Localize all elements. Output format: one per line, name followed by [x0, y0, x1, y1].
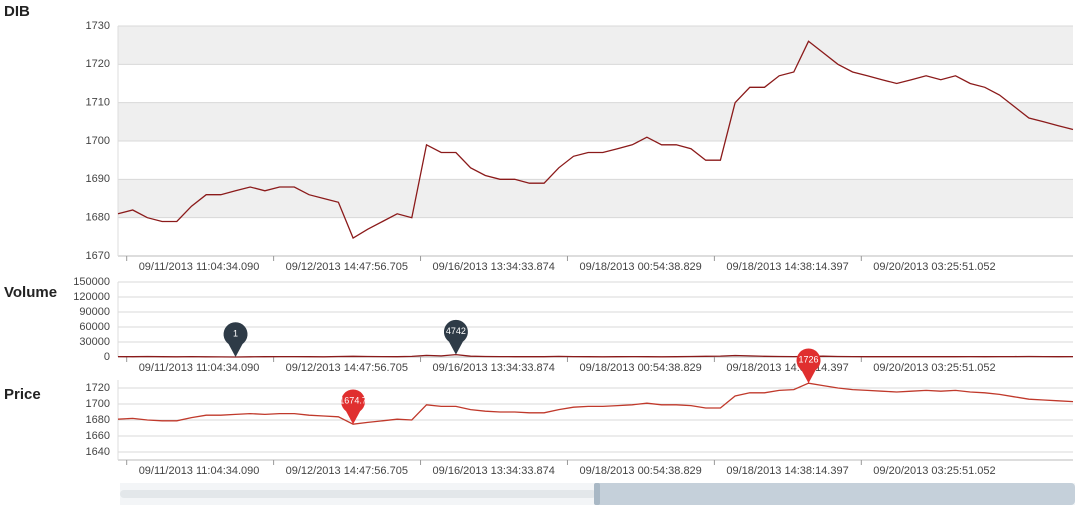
x-tick-label: 09/16/2013 13:34:33.874 [433, 261, 555, 273]
navigator-left [120, 490, 596, 498]
y-tick-label: 1670 [86, 250, 110, 262]
y-tick-label: 1680 [86, 414, 110, 426]
chart-title: DIB [4, 3, 30, 20]
x-tick-label: 09/18/2013 14:38:14.397 [726, 261, 848, 273]
x-tick-label: 09/18/2013 14:38:14.397 [726, 465, 848, 477]
x-tick-label: 09/12/2013 14:47:56.705 [286, 261, 408, 273]
pin-marker [796, 348, 821, 384]
pin: 4742 [443, 319, 468, 355]
y-tick-label: 1730 [86, 20, 110, 32]
y-tick-label: 30000 [79, 336, 110, 348]
price-line [117, 353, 1074, 358]
pin-label: 1674.7 [339, 396, 367, 406]
pin-marker [223, 322, 248, 357]
pin-marker [443, 319, 468, 355]
x-tick-label: 09/12/2013 14:47:56.705 [286, 465, 408, 477]
pin-label: 4742 [446, 326, 466, 336]
y-tick-label: 1700 [86, 398, 110, 410]
x-tick-label: 09/16/2013 13:34:33.874 [433, 465, 555, 477]
x-tick-label: 09/11/2013 11:04:34.090 [139, 465, 260, 477]
pin: 1674.7 [339, 389, 367, 425]
navigator-window[interactable] [596, 483, 1075, 505]
chart-title: Price [4, 386, 41, 403]
y-tick-label: 1680 [86, 212, 110, 224]
y-tick-label: 1660 [86, 430, 110, 442]
y-tick-label: 120000 [73, 291, 110, 303]
grid-band [118, 26, 1073, 65]
pin: 1 [223, 322, 248, 357]
price-line [117, 382, 1074, 425]
pin-marker [341, 389, 366, 425]
x-tick-label: 09/12/2013 14:47:56.705 [286, 362, 408, 374]
price-line [117, 40, 1074, 239]
grid-band [118, 102, 1073, 141]
navigator-handle[interactable] [594, 483, 600, 505]
x-tick-label: 09/16/2013 13:34:33.874 [433, 362, 555, 374]
y-tick-label: 1720 [86, 382, 110, 394]
chart-title: Volume [4, 284, 57, 301]
x-tick-label: 09/18/2013 00:54:38.829 [579, 465, 701, 477]
y-tick-label: 60000 [79, 321, 110, 333]
y-tick-label: 90000 [79, 306, 110, 318]
pin: 1726 [796, 348, 821, 384]
y-tick-label: 1710 [86, 97, 110, 109]
y-tick-label: 0 [104, 351, 110, 363]
y-tick-label: 1720 [86, 58, 110, 70]
x-tick-label: 09/20/2013 03:25:51.052 [873, 261, 995, 273]
x-tick-label: 09/20/2013 03:25:51.052 [873, 465, 995, 477]
x-tick-label: 09/11/2013 11:04:34.090 [139, 362, 260, 374]
y-tick-label: 1690 [86, 173, 110, 185]
x-tick-label: 09/18/2013 00:54:38.829 [579, 362, 701, 374]
x-tick-label: 09/18/2013 00:54:38.829 [579, 261, 701, 273]
x-tick-label: 09/18/2013 14:38:14.397 [726, 362, 848, 374]
x-tick-label: 09/20/2013 03:25:51.052 [873, 362, 995, 374]
y-tick-label: 1700 [86, 135, 110, 147]
x-tick-label: 09/11/2013 11:04:34.090 [139, 261, 260, 273]
pin-label: 1726 [799, 355, 819, 365]
pin-label: 1 [233, 328, 238, 338]
navigator[interactable] [120, 483, 1075, 505]
y-tick-label: 150000 [73, 276, 110, 288]
grid-band [118, 179, 1073, 218]
y-tick-label: 1640 [86, 446, 110, 458]
